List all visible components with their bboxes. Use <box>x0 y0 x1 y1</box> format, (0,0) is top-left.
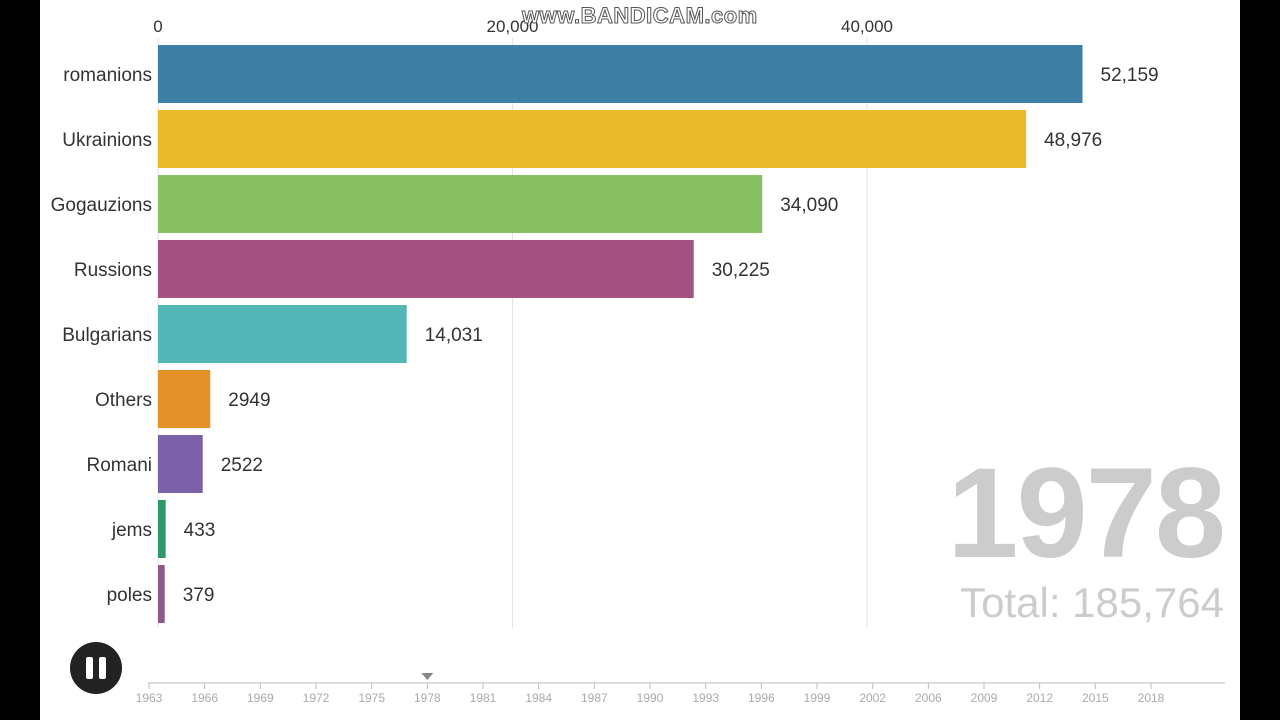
timeline-year-label[interactable]: 1987 <box>581 691 608 705</box>
value-label: 52,159 <box>1101 65 1159 86</box>
x-axis-ticks: 0 20,000 40,000 <box>153 17 893 36</box>
bar-bulgarians <box>158 305 407 363</box>
chart-stage: 0 20,000 40,000 romanions Ukrainions Gogauzi… <box>40 0 1240 720</box>
category-label: Others <box>95 390 152 411</box>
category-label: jems <box>111 520 152 541</box>
bar-chart: 0 20,000 40,000 romanions Ukrainions Gogauzi… <box>51 17 1225 705</box>
timeline[interactable]: 1963 1966 1969 1972 1975 1978 1981 1984 1987 1990… <box>136 673 1225 705</box>
timeline-year-label[interactable]: 1963 <box>136 691 163 705</box>
category-label: Ukrainions <box>62 130 152 151</box>
bar-poles <box>158 565 165 623</box>
bar-ukrainions <box>158 110 1027 168</box>
x-tick-label: 0 <box>153 17 162 36</box>
timeline-year-label[interactable]: 1996 <box>748 691 775 705</box>
timeline-year-label[interactable]: 1978 <box>414 691 441 705</box>
pause-icon <box>86 657 93 679</box>
value-label: 379 <box>183 585 215 606</box>
value-label: 433 <box>184 520 216 541</box>
timeline-year-label[interactable]: 2012 <box>1026 691 1053 705</box>
timeline-year-label[interactable]: 1999 <box>804 691 831 705</box>
value-labels: 52,159 48,976 34,090 30,225 14,031 2949 2522 43… <box>183 65 1159 606</box>
timeline-year-label[interactable]: 1984 <box>525 691 552 705</box>
timeline-year-label[interactable]: 2006 <box>915 691 942 705</box>
watermark: www.BANDICAM.com <box>522 3 758 29</box>
timeline-marker-icon[interactable] <box>421 673 434 680</box>
timeline-year-label[interactable]: 1972 <box>303 691 330 705</box>
category-label: Gogauzions <box>51 195 152 216</box>
timeline-year-label[interactable]: 2009 <box>971 691 998 705</box>
bar-romanions <box>158 45 1083 103</box>
current-year: 1978 <box>947 442 1226 585</box>
timeline-year-label[interactable]: 1975 <box>358 691 385 705</box>
value-label: 2949 <box>228 390 270 411</box>
value-label: 34,090 <box>780 195 838 216</box>
category-label: Romani <box>87 455 152 476</box>
category-label: Russions <box>74 260 152 281</box>
value-label: 14,031 <box>425 325 483 346</box>
x-tick-label: 40,000 <box>841 17 893 36</box>
bar-russions <box>158 240 694 298</box>
x-tick-label: 20,000 <box>487 17 539 36</box>
timeline-year-label[interactable]: 1993 <box>692 691 719 705</box>
category-label: poles <box>107 585 152 606</box>
total-value: 185,764 <box>1072 579 1224 626</box>
category-label: romanions <box>63 65 152 86</box>
timeline-year-label[interactable]: 2015 <box>1082 691 1109 705</box>
bar-others <box>158 370 211 428</box>
total-label: Total: <box>960 579 1061 626</box>
value-label: 48,976 <box>1044 130 1102 151</box>
timeline-year-label[interactable]: 2002 <box>859 691 886 705</box>
bars <box>158 45 1083 623</box>
timeline-year-label[interactable]: 1969 <box>247 691 274 705</box>
bar-jems <box>158 500 166 558</box>
pause-button[interactable] <box>70 642 122 694</box>
category-label: Bulgarians <box>62 325 152 346</box>
total-readout: Total: 185,764 <box>960 582 1224 624</box>
value-label: 30,225 <box>712 260 770 281</box>
bar-romani <box>158 435 203 493</box>
timeline-year-label[interactable]: 2018 <box>1138 691 1165 705</box>
timeline-year-label[interactable]: 1966 <box>191 691 218 705</box>
timeline-year-label[interactable]: 1990 <box>637 691 664 705</box>
timeline-year-label[interactable]: 1981 <box>470 691 497 705</box>
value-label: 2522 <box>221 455 263 476</box>
bar-gogauzions <box>158 175 763 233</box>
category-labels: romanions Ukrainions Gogauzions Russions Bul… <box>51 65 152 606</box>
